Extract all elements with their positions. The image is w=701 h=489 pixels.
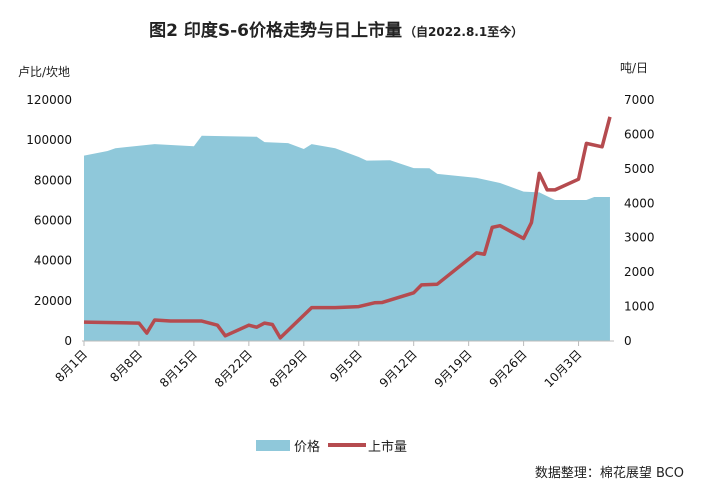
chart-title-group: 图2 印度S-6价格走势与日上市量 （自2022.8.1至今） (149, 20, 523, 41)
y-left-unit: 卢比/坎地 (18, 64, 70, 79)
legend-swatch-price (256, 440, 290, 451)
legend-label-price: 价格 (294, 439, 320, 455)
x-tick-label: 9月26日 (487, 347, 530, 390)
arrivals-line (83, 116, 612, 340)
x-tick-label: 10月3日 (542, 347, 585, 390)
price-area (84, 135, 610, 341)
plot-area: 0 20000 40000 60000 80000 100000 120000 0 1000 20… (26, 93, 654, 390)
chart-subtitle: （自2022.8.1至今） (404, 24, 523, 39)
y-left-tick-label: 100000 (26, 133, 72, 147)
x-tick-label: 8月8日 (107, 347, 145, 385)
y-left-tick-label: 120000 (26, 93, 72, 107)
legend: 价格 上市量 (256, 439, 407, 455)
source-note: 数据整理：棉花展望 BCO (535, 465, 684, 481)
y-right-tick-label: 1000 (624, 300, 655, 314)
x-tick-label: 9月19日 (432, 347, 475, 390)
y-left-tick-label: 0 (64, 334, 72, 348)
x-tick-label: 8月22日 (212, 347, 255, 390)
y-right-tick-label: 0 (624, 334, 632, 348)
y-right-tick-label: 3000 (624, 231, 655, 245)
y-left-tick-label: 60000 (34, 214, 72, 228)
y-left-tick-label: 80000 (34, 173, 72, 187)
y-left-tick-label: 40000 (34, 254, 72, 268)
x-tick-label: 9月5日 (327, 347, 365, 385)
y-right-tick-label: 6000 (624, 127, 655, 141)
x-tick-label: 8月15日 (157, 347, 200, 390)
y-right-tick-label: 2000 (624, 265, 655, 279)
legend-label-arrivals: 上市量 (368, 439, 407, 455)
x-tick-label: 8月1日 (52, 347, 90, 385)
y-right-tick-label: 7000 (624, 93, 655, 107)
x-tick-label: 9月12日 (377, 347, 420, 390)
x-tick-label: 8月29日 (267, 347, 310, 390)
y-right-tick-label: 5000 (624, 162, 655, 176)
y-left-tick-label: 20000 (34, 294, 72, 308)
y-right-tick-label: 4000 (624, 196, 655, 210)
y-right-unit: 吨/日 (620, 61, 648, 75)
chart-title: 图2 印度S-6价格走势与日上市量 (149, 20, 402, 41)
